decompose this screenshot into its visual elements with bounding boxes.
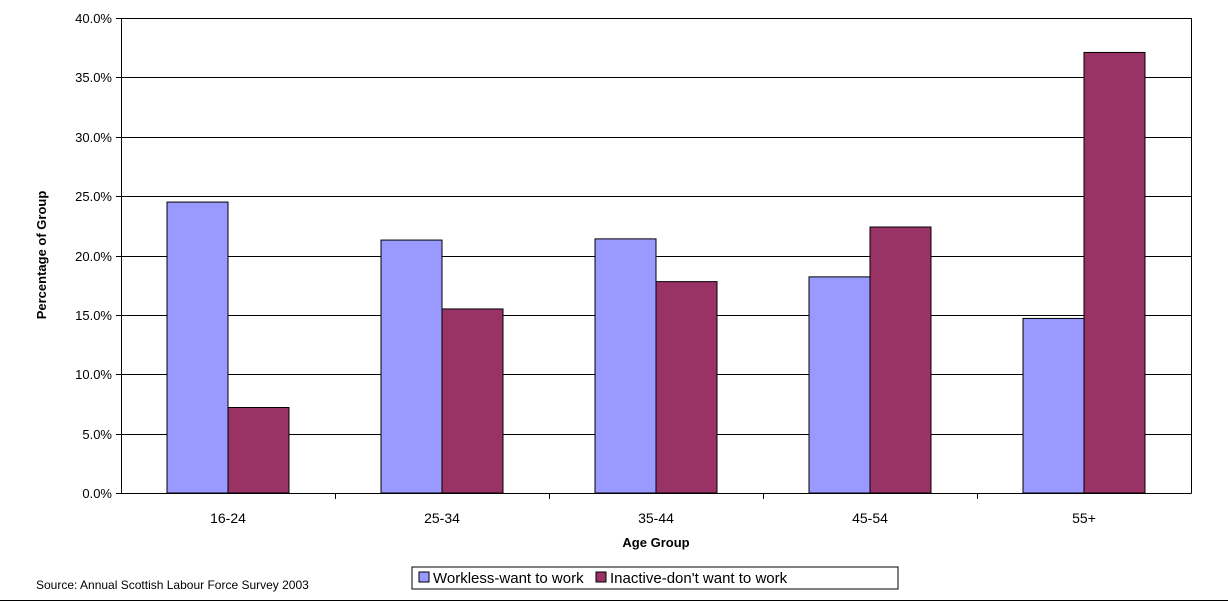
legend: Workless-want to work Inactive-don't wan… <box>411 566 899 590</box>
bar-0-3 <box>808 276 871 494</box>
bar-1-1 <box>441 308 504 494</box>
x-axis-title: Age Group <box>622 535 689 550</box>
bars <box>166 51 1146 494</box>
bar-0-2 <box>594 238 657 494</box>
y-tick-labels: 0.0% 5.0% 10.0% 15.0% 20.0% 25.0% 30.0% 35.0% 40… <box>75 11 112 501</box>
y-tick-label: 30.0% <box>75 130 112 145</box>
legend-swatch-workless <box>418 571 430 583</box>
x-tick-label: 55+ <box>1072 510 1096 526</box>
bar-0-0 <box>166 201 229 494</box>
legend-box <box>411 566 899 590</box>
y-tick-label: 40.0% <box>75 11 112 26</box>
legend-label-workless: Workless-want to work <box>433 570 584 587</box>
legend-swatch-inactive <box>595 571 607 583</box>
bar-1-4 <box>1083 51 1146 494</box>
bar-0-1 <box>380 239 443 494</box>
bar-0-4 <box>1022 317 1085 494</box>
y-tick-label: 10.0% <box>75 367 112 382</box>
bar-1-2 <box>655 281 718 494</box>
y-tick-label: 0.0% <box>82 486 112 501</box>
x-tick-labels: 16-24 25-34 35-44 45-54 55+ <box>210 510 1096 526</box>
legend-label-inactive: Inactive-don't want to work <box>610 570 788 587</box>
y-tick-label: 35.0% <box>75 70 112 85</box>
y-tick-label: 25.0% <box>75 189 112 204</box>
x-tick-label: 25-34 <box>424 510 460 526</box>
bar-1-3 <box>869 226 932 494</box>
source-note: Source: Annual Scottish Labour Force Sur… <box>36 578 309 592</box>
y-tick-label: 5.0% <box>82 427 112 442</box>
y-tick-label: 20.0% <box>75 249 112 264</box>
y-tick-label: 15.0% <box>75 308 112 323</box>
y-axis-title: Percentage of Group <box>34 191 49 320</box>
x-tick-label: 16-24 <box>210 510 246 526</box>
x-tick-label: 45-54 <box>852 510 888 526</box>
bar-1-0 <box>227 407 290 494</box>
x-tick-label: 35-44 <box>638 510 674 526</box>
axes <box>121 18 1192 499</box>
